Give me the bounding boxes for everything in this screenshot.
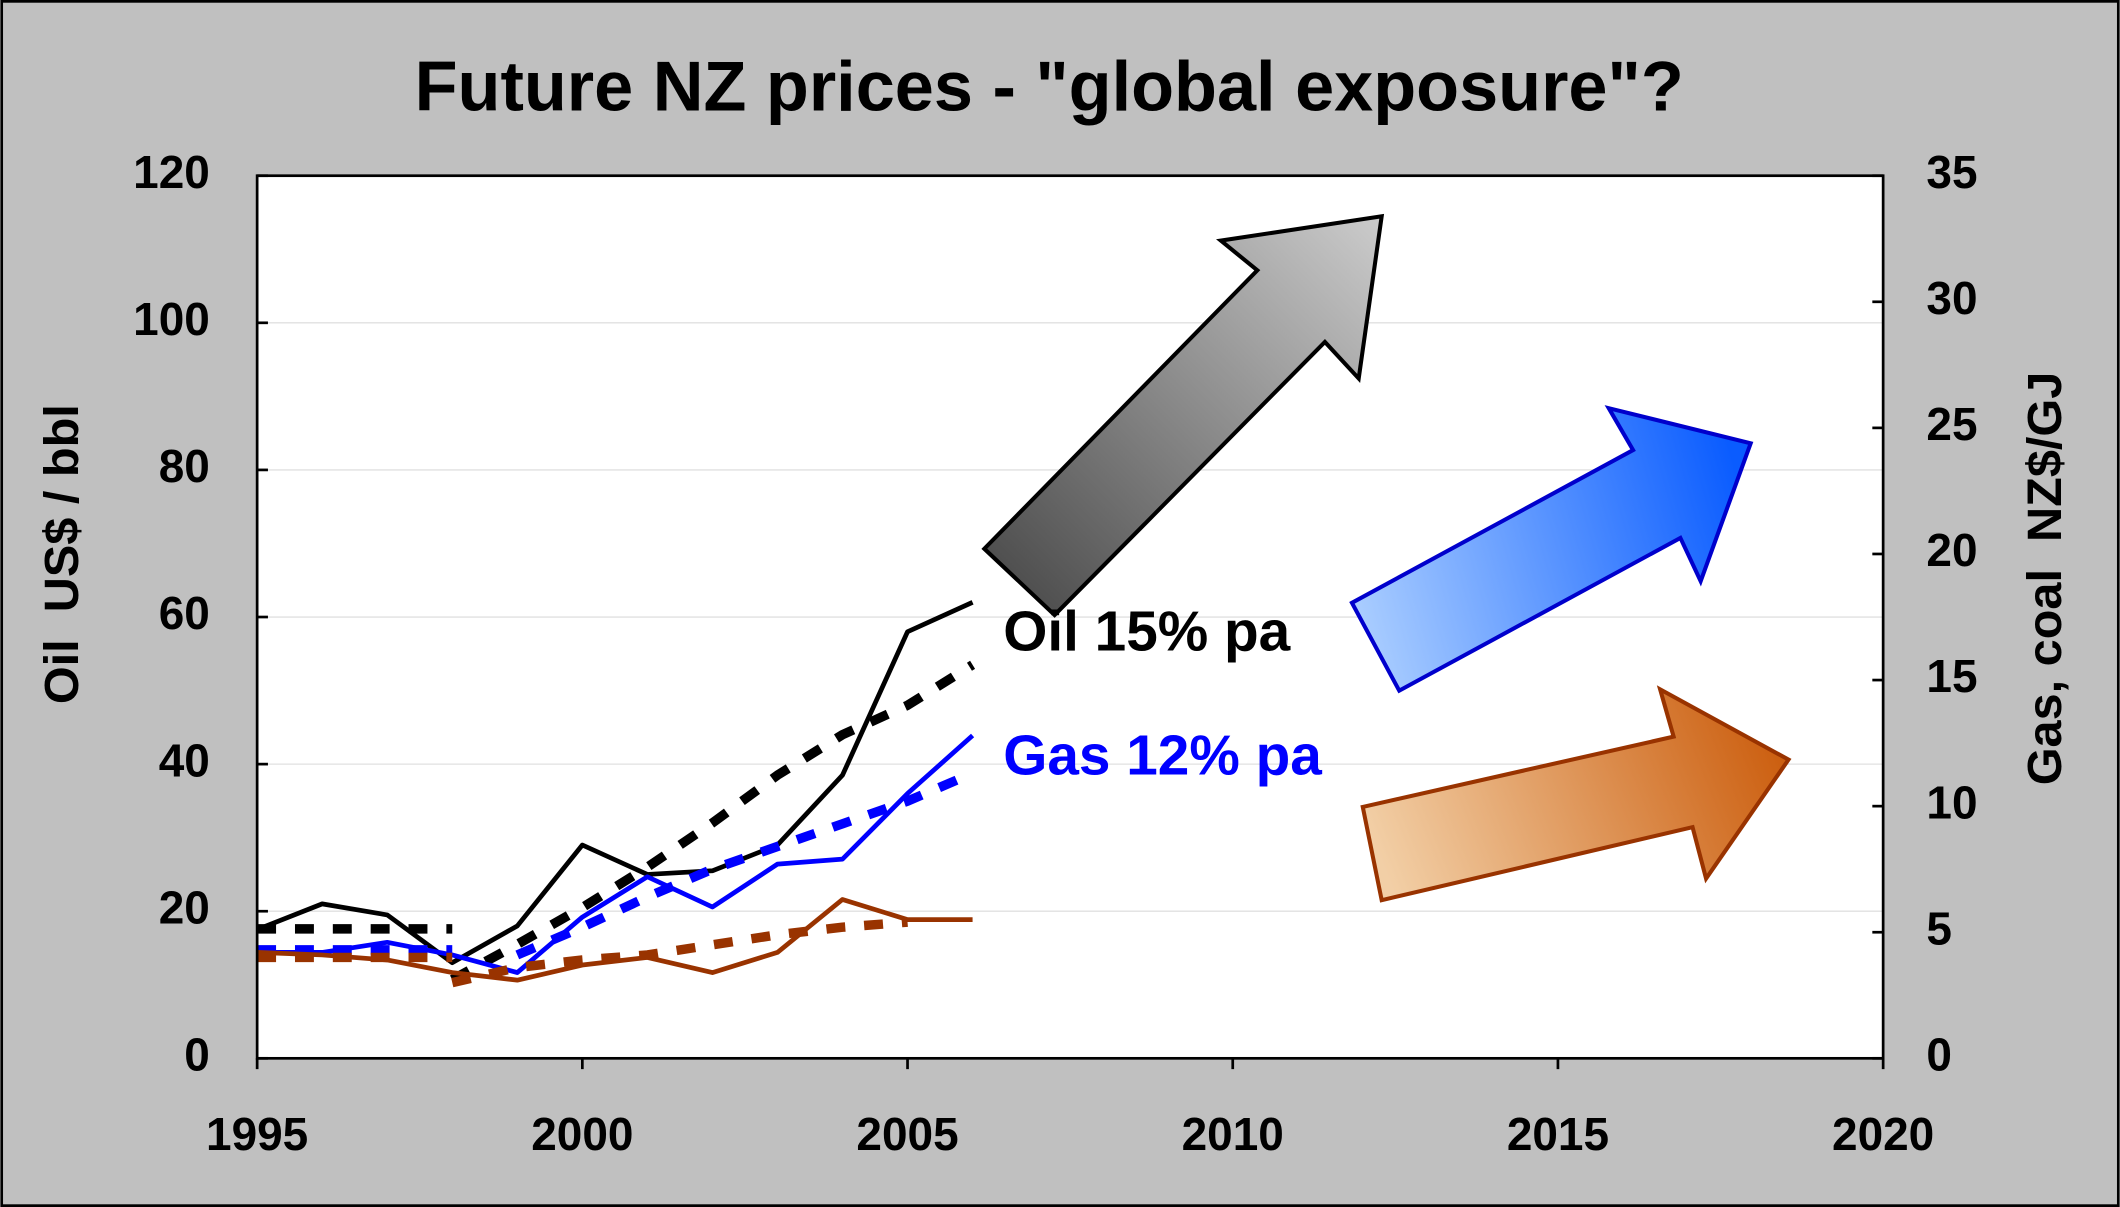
y2-tick-label: 35 — [1926, 146, 1977, 198]
y-tick-label: 60 — [159, 587, 210, 639]
y-tick-label: 20 — [159, 881, 210, 933]
y2-tick-label: 25 — [1926, 398, 1977, 450]
y2-tick-label: 5 — [1926, 902, 1952, 954]
plot-border — [255, 174, 1885, 1060]
annotation: Oil 15% pa — [1003, 600, 1290, 663]
y2-tick-label: 15 — [1926, 650, 1977, 702]
y2-tick-label: 0 — [1926, 1028, 1952, 1080]
y2-tick-label: 30 — [1926, 272, 1977, 324]
y-tick-label: 120 — [133, 146, 210, 198]
coal-arrow — [1360, 685, 1792, 903]
y-tick-label: 100 — [133, 293, 210, 345]
x-tick-label: 1995 — [206, 1108, 308, 1160]
annotation: Gas 12% pa — [1003, 725, 1322, 788]
trend-line — [449, 660, 976, 984]
oil-arrow — [981, 213, 1385, 618]
x-tick-label: 2020 — [1832, 1108, 1934, 1160]
x-tick-label: 2010 — [1182, 1108, 1284, 1160]
gas-arrow — [1349, 405, 1754, 694]
x-tick-label: 2015 — [1507, 1108, 1609, 1160]
y-tick-label: 0 — [184, 1028, 210, 1080]
price-line — [256, 600, 974, 966]
y-tick-label: 80 — [159, 440, 210, 492]
x-tick-label: 2005 — [856, 1108, 958, 1160]
y-axis-label: Oil US$ / bbl — [35, 404, 89, 704]
trend-line — [515, 769, 975, 960]
price-line — [257, 733, 975, 975]
chart-title: Future NZ prices - "global exposure"? — [415, 46, 1684, 125]
y2-tick-label: 10 — [1926, 776, 1977, 828]
y2-tick-label: 20 — [1926, 524, 1977, 576]
y2-axis-label: Gas, coal NZ$/GJ — [2018, 372, 2072, 786]
trend-line — [451, 917, 908, 988]
y-tick-label: 40 — [159, 734, 210, 786]
x-tick-label: 2000 — [531, 1108, 633, 1160]
